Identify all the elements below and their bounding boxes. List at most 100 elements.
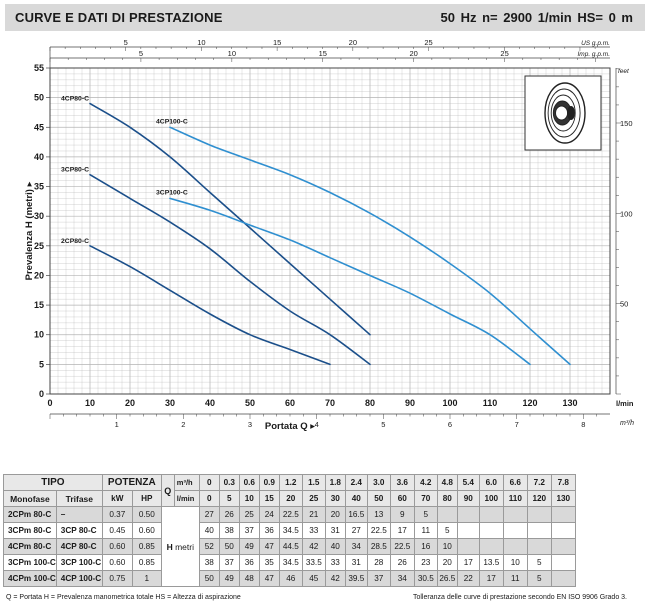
x-axis-label: Portata Q ▸ bbox=[265, 421, 315, 432]
q-m3h-value: 1.2 bbox=[278, 474, 303, 491]
head-value: 10 bbox=[436, 538, 458, 555]
curve-label: 3CP80-C bbox=[61, 167, 89, 174]
q-lmin-value: 70 bbox=[413, 490, 438, 507]
head-value: 5 bbox=[436, 522, 458, 539]
x-tick-label: 0 bbox=[47, 398, 52, 408]
h-unit: metri bbox=[172, 541, 194, 552]
m3h-tick-label: 8 bbox=[581, 420, 585, 429]
trifase-header: Trifase bbox=[55, 490, 103, 507]
head-value bbox=[478, 506, 504, 523]
us-gpm-tick-label: 15 bbox=[273, 38, 281, 47]
head-value: 44.5 bbox=[278, 538, 303, 555]
head-value: 31 bbox=[324, 522, 346, 539]
model-trifase: 4CP 80-C bbox=[55, 538, 103, 555]
unit-lmin: l/min bbox=[173, 490, 200, 507]
head-value: 21 bbox=[301, 506, 326, 523]
x-tick-label: 80 bbox=[365, 398, 375, 408]
footer-legend: Q = Portata H = Prevalenza manometrica t… bbox=[6, 594, 241, 601]
head-value: 23 bbox=[413, 554, 438, 571]
head-value: 13.5 bbox=[478, 554, 504, 571]
power-kw: 0.45 bbox=[101, 522, 133, 539]
q-lmin-value: 120 bbox=[526, 490, 552, 507]
q-lmin-value: 15 bbox=[258, 490, 280, 507]
unit-m3h: m³/h bbox=[173, 474, 200, 491]
x-tick-label: 20 bbox=[125, 398, 135, 408]
x-tick-label: 30 bbox=[165, 398, 175, 408]
q-lmin-value: 80 bbox=[436, 490, 458, 507]
head-value: 48 bbox=[238, 570, 260, 587]
power-hp: 0.85 bbox=[131, 538, 162, 555]
q-m3h-value: 5.4 bbox=[456, 474, 480, 491]
head-value: 52 bbox=[198, 538, 220, 555]
head-value: 22 bbox=[456, 570, 480, 587]
head-value bbox=[526, 506, 552, 523]
head-value: 42 bbox=[301, 538, 326, 555]
power-kw: 0.37 bbox=[101, 506, 133, 523]
head-value bbox=[456, 538, 480, 555]
feet-tick-label: 150 bbox=[620, 119, 633, 128]
power-kw: 0.60 bbox=[101, 538, 133, 555]
head-value: 5 bbox=[526, 554, 552, 571]
head-value bbox=[550, 554, 576, 571]
head-value: 27 bbox=[198, 506, 220, 523]
q-lmin-value: 25 bbox=[301, 490, 326, 507]
feet-tick-label: 100 bbox=[620, 209, 633, 218]
y-axis-label: Prevalenza H (metri) ▸ bbox=[24, 181, 35, 280]
q-lmin-value: 5 bbox=[218, 490, 240, 507]
head-value: 37 bbox=[238, 522, 260, 539]
q-m3h-value: 0.6 bbox=[238, 474, 260, 491]
m3h-tick-label: 7 bbox=[515, 420, 519, 429]
head-value bbox=[526, 538, 552, 555]
x-tick-label: 10 bbox=[85, 398, 95, 408]
head-value: 25 bbox=[238, 506, 260, 523]
head-value bbox=[456, 522, 480, 539]
head-value: 39.5 bbox=[344, 570, 368, 587]
x-tick-label: 60 bbox=[285, 398, 295, 408]
x-tick-label: 130 bbox=[562, 398, 577, 408]
y-tick-label: 10 bbox=[34, 330, 44, 340]
head-value: 36 bbox=[238, 554, 260, 571]
imp-gpm-tick-label: 15 bbox=[319, 49, 327, 58]
q-m3h-value: 3.0 bbox=[366, 474, 391, 491]
curve-label: 2CP80-C bbox=[61, 238, 89, 245]
head-value bbox=[502, 538, 528, 555]
us-gpm-tick-label: 20 bbox=[349, 38, 357, 47]
model-monofase: 3CPm 100-C bbox=[3, 554, 57, 571]
q-m3h-value: 2.4 bbox=[344, 474, 368, 491]
head-value: 36 bbox=[258, 522, 280, 539]
head-value: 45 bbox=[301, 570, 326, 587]
q-lmin-value: 100 bbox=[478, 490, 504, 507]
model-monofase: 4CPm 100-C bbox=[3, 570, 57, 587]
head-value bbox=[502, 506, 528, 523]
m3h-tick-label: 1 bbox=[115, 420, 119, 429]
imp-gpm-tick-label: 25 bbox=[500, 49, 508, 58]
x-tick-label: 100 bbox=[442, 398, 457, 408]
x-tick-label: 90 bbox=[405, 398, 415, 408]
x-tick-label: 40 bbox=[205, 398, 215, 408]
head-value: 34 bbox=[344, 538, 368, 555]
head-value: 50 bbox=[218, 538, 240, 555]
model-trifase: 3CP 80-C bbox=[55, 522, 103, 539]
q-m3h-value: 4.2 bbox=[413, 474, 438, 491]
head-value bbox=[550, 538, 576, 555]
m3h-unit: m³/h bbox=[620, 420, 634, 427]
x-tick-label: 70 bbox=[325, 398, 335, 408]
head-value: 38 bbox=[198, 554, 220, 571]
head-value: 22.5 bbox=[389, 538, 415, 555]
q-m3h-value: 0 bbox=[198, 474, 220, 491]
head-value bbox=[436, 506, 458, 523]
head-value: 33 bbox=[324, 554, 346, 571]
imp-gpm-tick-label: 20 bbox=[410, 49, 418, 58]
table-row: 3CPm 80-C 3CP 80-C 0.45 0.60 40 38 37 36 34.5 33 3… bbox=[3, 522, 576, 539]
head-value: 20 bbox=[324, 506, 346, 523]
model-monofase: 3CPm 80-C bbox=[3, 522, 57, 539]
m3h-tick-label: 5 bbox=[381, 420, 385, 429]
q-lmin-value: 0 bbox=[198, 490, 220, 507]
power-hp: 1 bbox=[131, 570, 162, 587]
head-value: 5 bbox=[526, 570, 552, 587]
head-value: 27 bbox=[344, 522, 368, 539]
y-tick-label: 35 bbox=[34, 182, 44, 192]
head-value bbox=[550, 506, 576, 523]
